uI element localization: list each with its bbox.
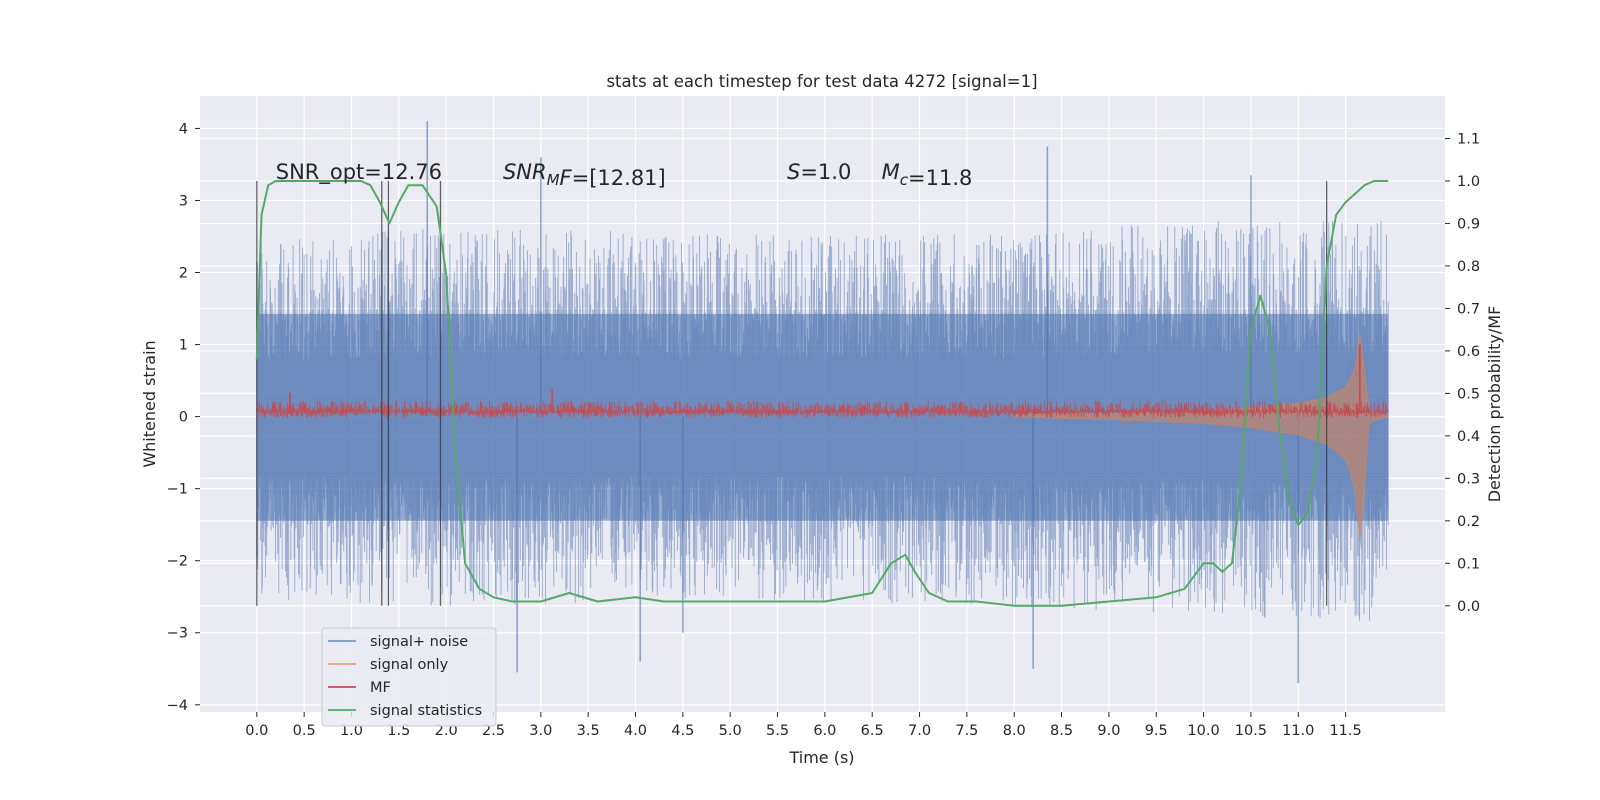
x-tick-label: 8.0 (1003, 723, 1026, 739)
y-tick-label: 3 (179, 193, 188, 209)
y-tick-label: −2 (167, 554, 188, 570)
y2-tick-label: 0.7 (1457, 301, 1480, 317)
annotation-text: SNR_opt=12.76 (276, 160, 442, 185)
x-tick-label: 5.0 (719, 723, 742, 739)
x-tick-label: 1.0 (340, 723, 363, 739)
y2-tick-label: 0.8 (1457, 259, 1480, 275)
x-axis-label: Time (s) (788, 748, 854, 767)
y-axis-ticks: 4 3 2 1 0 −1 −2 −3 −4 (167, 121, 200, 714)
x-tick-label: 9.0 (1097, 723, 1120, 739)
y2-tick-label: 0.0 (1457, 599, 1480, 615)
x-tick-label: 2.0 (435, 723, 458, 739)
x-tick-label: 4.0 (624, 723, 647, 739)
x-axis-ticks: 0.0 0.5 1.0 1.5 2.0 2.5 3.0 3.5 4.0 4.5 5.0 5.5 6.0 6… (245, 712, 1362, 739)
y-axis-label: Whitened strain (140, 340, 159, 467)
x-tick-label: 6.0 (813, 723, 836, 739)
y2-tick-label: 0.5 (1457, 386, 1480, 402)
legend-label: MF (370, 680, 391, 696)
y2-tick-label: 0.4 (1457, 429, 1480, 445)
x-tick-label: 3.5 (577, 723, 600, 739)
y-tick-label: 4 (179, 121, 188, 137)
legend-label: signal statistics (370, 703, 482, 719)
y2-tick-label: 0.3 (1457, 471, 1480, 487)
signal-statistics-series (255, 180, 1389, 607)
x-tick-label: 0.0 (245, 723, 268, 739)
y2-axis-ticks: 1.1 1.0 0.9 0.8 0.7 0.6 0.5 0.4 0.3 0.2 0.1 0.0 (1445, 131, 1480, 615)
legend-label: signal only (370, 657, 449, 673)
chart-title: stats at each timestep for test data 427… (606, 72, 1037, 91)
x-tick-label: 7.5 (955, 723, 978, 739)
x-tick-label: 11.0 (1282, 723, 1314, 739)
y2-tick-label: 0.6 (1457, 344, 1480, 360)
y2-tick-label: 0.2 (1457, 514, 1480, 530)
x-tick-label: 11.5 (1329, 723, 1361, 739)
vertical-markers (256, 180, 1328, 606)
annotation-text: SNRMF=[12.81] (503, 160, 666, 190)
y2-tick-label: 1.1 (1457, 131, 1480, 147)
x-tick-label: 8.5 (1050, 723, 1073, 739)
x-tick-label: 10.0 (1187, 723, 1219, 739)
y2-tick-label: 1.0 (1457, 174, 1480, 190)
annotation-text: S=1.0 (787, 160, 851, 184)
y2-tick-label: 0.9 (1457, 216, 1480, 232)
y2-axis-label: Detection probability/MF (1485, 306, 1504, 503)
x-tick-label: 9.5 (1145, 723, 1168, 739)
annotation-text: Mc=11.8 (882, 160, 973, 190)
y-tick-label: 0 (179, 410, 188, 426)
x-tick-label: 7.0 (908, 723, 931, 739)
x-tick-label: 1.5 (387, 723, 410, 739)
x-tick-label: 4.5 (671, 723, 694, 739)
x-tick-label: 2.5 (482, 723, 505, 739)
y-tick-label: 2 (179, 266, 188, 282)
annotations: SNR_opt=12.76 SNRMF=[12.81] S=1.0 Mc=11.8 (276, 160, 973, 190)
legend-label: signal+ noise (370, 634, 468, 650)
y-tick-label: −4 (167, 698, 188, 714)
y2-tick-label: 0.1 (1457, 556, 1480, 572)
x-tick-label: 5.5 (766, 723, 789, 739)
x-tick-label: 6.5 (861, 723, 884, 739)
legend-box (321, 627, 497, 727)
x-tick-label: 10.5 (1235, 723, 1267, 739)
y-tick-label: −1 (167, 482, 188, 498)
signal-only-chirp (1013, 333, 1389, 543)
signal-only-series (1013, 333, 1389, 543)
x-tick-label: 0.5 (293, 723, 316, 739)
signal-statistics-line (255, 180, 1389, 607)
x-tick-label: 3.0 (529, 723, 552, 739)
y-tick-label: −3 (167, 626, 188, 642)
legend: signal+ noise signal only MF signal statist… (321, 627, 497, 727)
y-tick-label: 1 (179, 338, 188, 354)
